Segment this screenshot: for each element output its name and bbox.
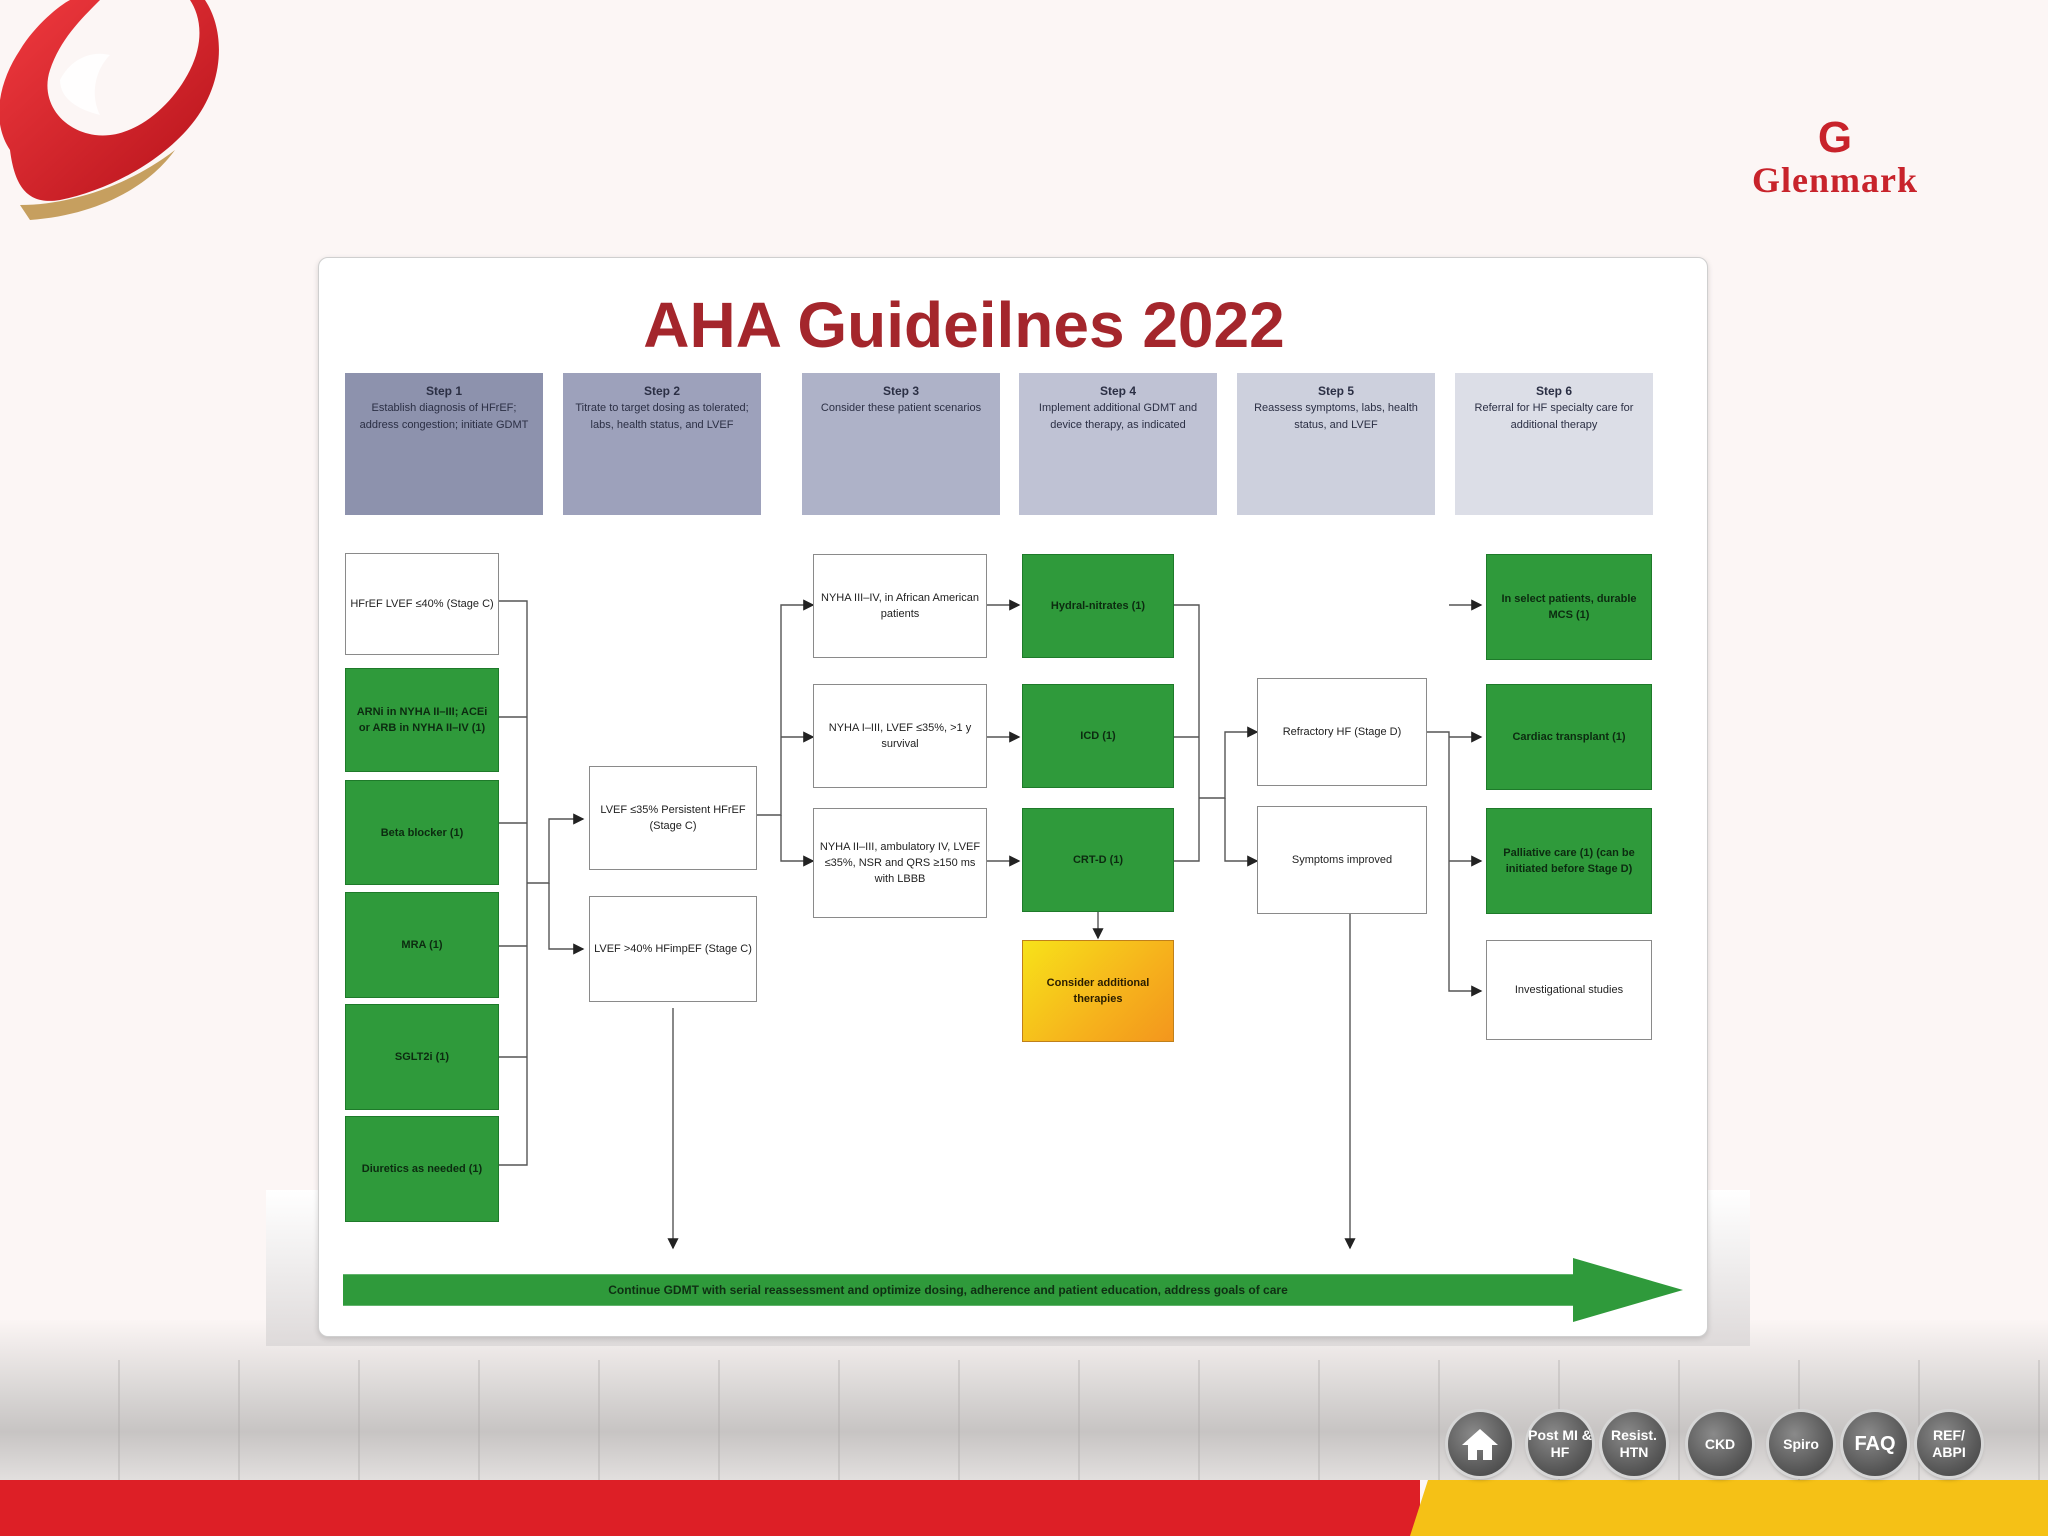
step-header-5: Step 5 Reassess symptoms, labs, health s… <box>1237 373 1435 515</box>
flow-box-arni: ARNi in NYHA II–III; ACEi or ARB in NYHA… <box>345 668 499 772</box>
flow-box-palliative-care: Palliative care (1) (can be initiated be… <box>1486 808 1652 914</box>
nav-resist-htn[interactable]: Resist. HTN <box>1602 1412 1666 1476</box>
flow-box-nyha-african-american: NYHA III–IV, in African American patient… <box>813 554 987 658</box>
flow-connectors <box>499 599 1483 1250</box>
flow-box-persistent-hfref: LVEF ≤35% Persistent HFrEF (Stage C) <box>589 766 757 870</box>
nav-faq[interactable]: FAQ <box>1843 1412 1907 1476</box>
step-text: Implement additional GDMT and device the… <box>1038 402 1198 431</box>
guideline-slide: AHA Guideilnes 2022 Step 1 Establish dia… <box>318 257 1708 1337</box>
step-header-3: Step 3 Consider these patient scenarios <box>802 373 1000 515</box>
nav-spiro[interactable]: Spiro <box>1769 1412 1833 1476</box>
step-title: Step 6 <box>1535 384 1572 398</box>
brand-mark: G <box>1817 113 1853 162</box>
flow-box-hfref: HFrEF LVEF ≤40% (Stage C) <box>345 553 499 655</box>
flow-box-nyha-lvef-survival: NYHA I–III, LVEF ≤35%, >1 y survival <box>813 684 987 788</box>
step-title: Step 2 <box>643 384 680 398</box>
step-title: Step 5 <box>1317 384 1354 398</box>
flow-box-sglt2i: SGLT2i (1) <box>345 1004 499 1110</box>
slide-title: AHA Guideilnes 2022 <box>643 289 1285 361</box>
nav-ref-abpi[interactable]: REF/ ABPI <box>1917 1412 1981 1476</box>
flow-box-diuretics: Diuretics as needed (1) <box>345 1116 499 1222</box>
home-icon <box>1462 1429 1498 1460</box>
flow-box-durable-mcs: In select patients, durable MCS (1) <box>1486 554 1652 660</box>
step-text: Titrate to target dosing as tolerated; l… <box>575 402 749 431</box>
flow-box-mra: MRA (1) <box>345 892 499 998</box>
flow-box-nyha-qrs-lbbb: NYHA II–III, ambulatory IV, LVEF ≤35%, N… <box>813 808 987 918</box>
step-title: Step 3 <box>882 384 919 398</box>
brand-name: Glenmark <box>1752 160 1918 200</box>
step-text: Consider these patient scenarios <box>820 402 982 414</box>
flow-box-refractory-hf: Refractory HF (Stage D) <box>1257 678 1427 786</box>
flow-box-investigational-studies: Investigational studies <box>1486 940 1652 1040</box>
step-title: Step 1 <box>425 384 462 398</box>
flow-box-cardiac-transplant: Cardiac transplant (1) <box>1486 684 1652 790</box>
step-title: Step 4 <box>1099 384 1136 398</box>
step-text: Establish diagnosis of HFrEF; address co… <box>359 402 529 431</box>
step-header-1: Step 1 Establish diagnosis of HFrEF; add… <box>345 373 543 515</box>
nav-post-mi-hf[interactable]: Post MI & HF <box>1528 1412 1592 1476</box>
flow-box-beta-blocker: Beta blocker (1) <box>345 780 499 885</box>
brand-logo: G Glenmark <box>1750 113 1920 201</box>
flow-box-icd: ICD (1) <box>1022 684 1174 788</box>
continue-gdmt-text: Continue GDMT with serial reassessment a… <box>608 1283 1288 1297</box>
flow-box-additional-therapies: Consider additional therapies <box>1022 940 1174 1042</box>
step-text: Referral for HF specialty care for addit… <box>1474 402 1634 431</box>
flow-box-hydral-nitrates: Hydral-nitrates (1) <box>1022 554 1174 658</box>
flow-box-symptoms-improved: Symptoms improved <box>1257 806 1427 914</box>
flow-box-crt-d: CRT-D (1) <box>1022 808 1174 912</box>
nav-ckd[interactable]: CKD <box>1688 1412 1752 1476</box>
step-header-2: Step 2 Titrate to target dosing as toler… <box>563 373 761 515</box>
step-header-6: Step 6 Referral for HF specialty care fo… <box>1455 373 1653 515</box>
continue-gdmt-arrow <box>343 1258 1683 1322</box>
footer-red-bar <box>0 1480 1420 1536</box>
step-text: Reassess symptoms, labs, health status, … <box>1254 402 1418 431</box>
heart-logo <box>0 0 219 220</box>
flow-box-hfimpef: LVEF >40% HFimpEF (Stage C) <box>589 896 757 1002</box>
step-header-4: Step 4 Implement additional GDMT and dev… <box>1019 373 1217 515</box>
home-button[interactable] <box>1448 1412 1512 1476</box>
footer-yellow-bar <box>1410 1480 2048 1536</box>
